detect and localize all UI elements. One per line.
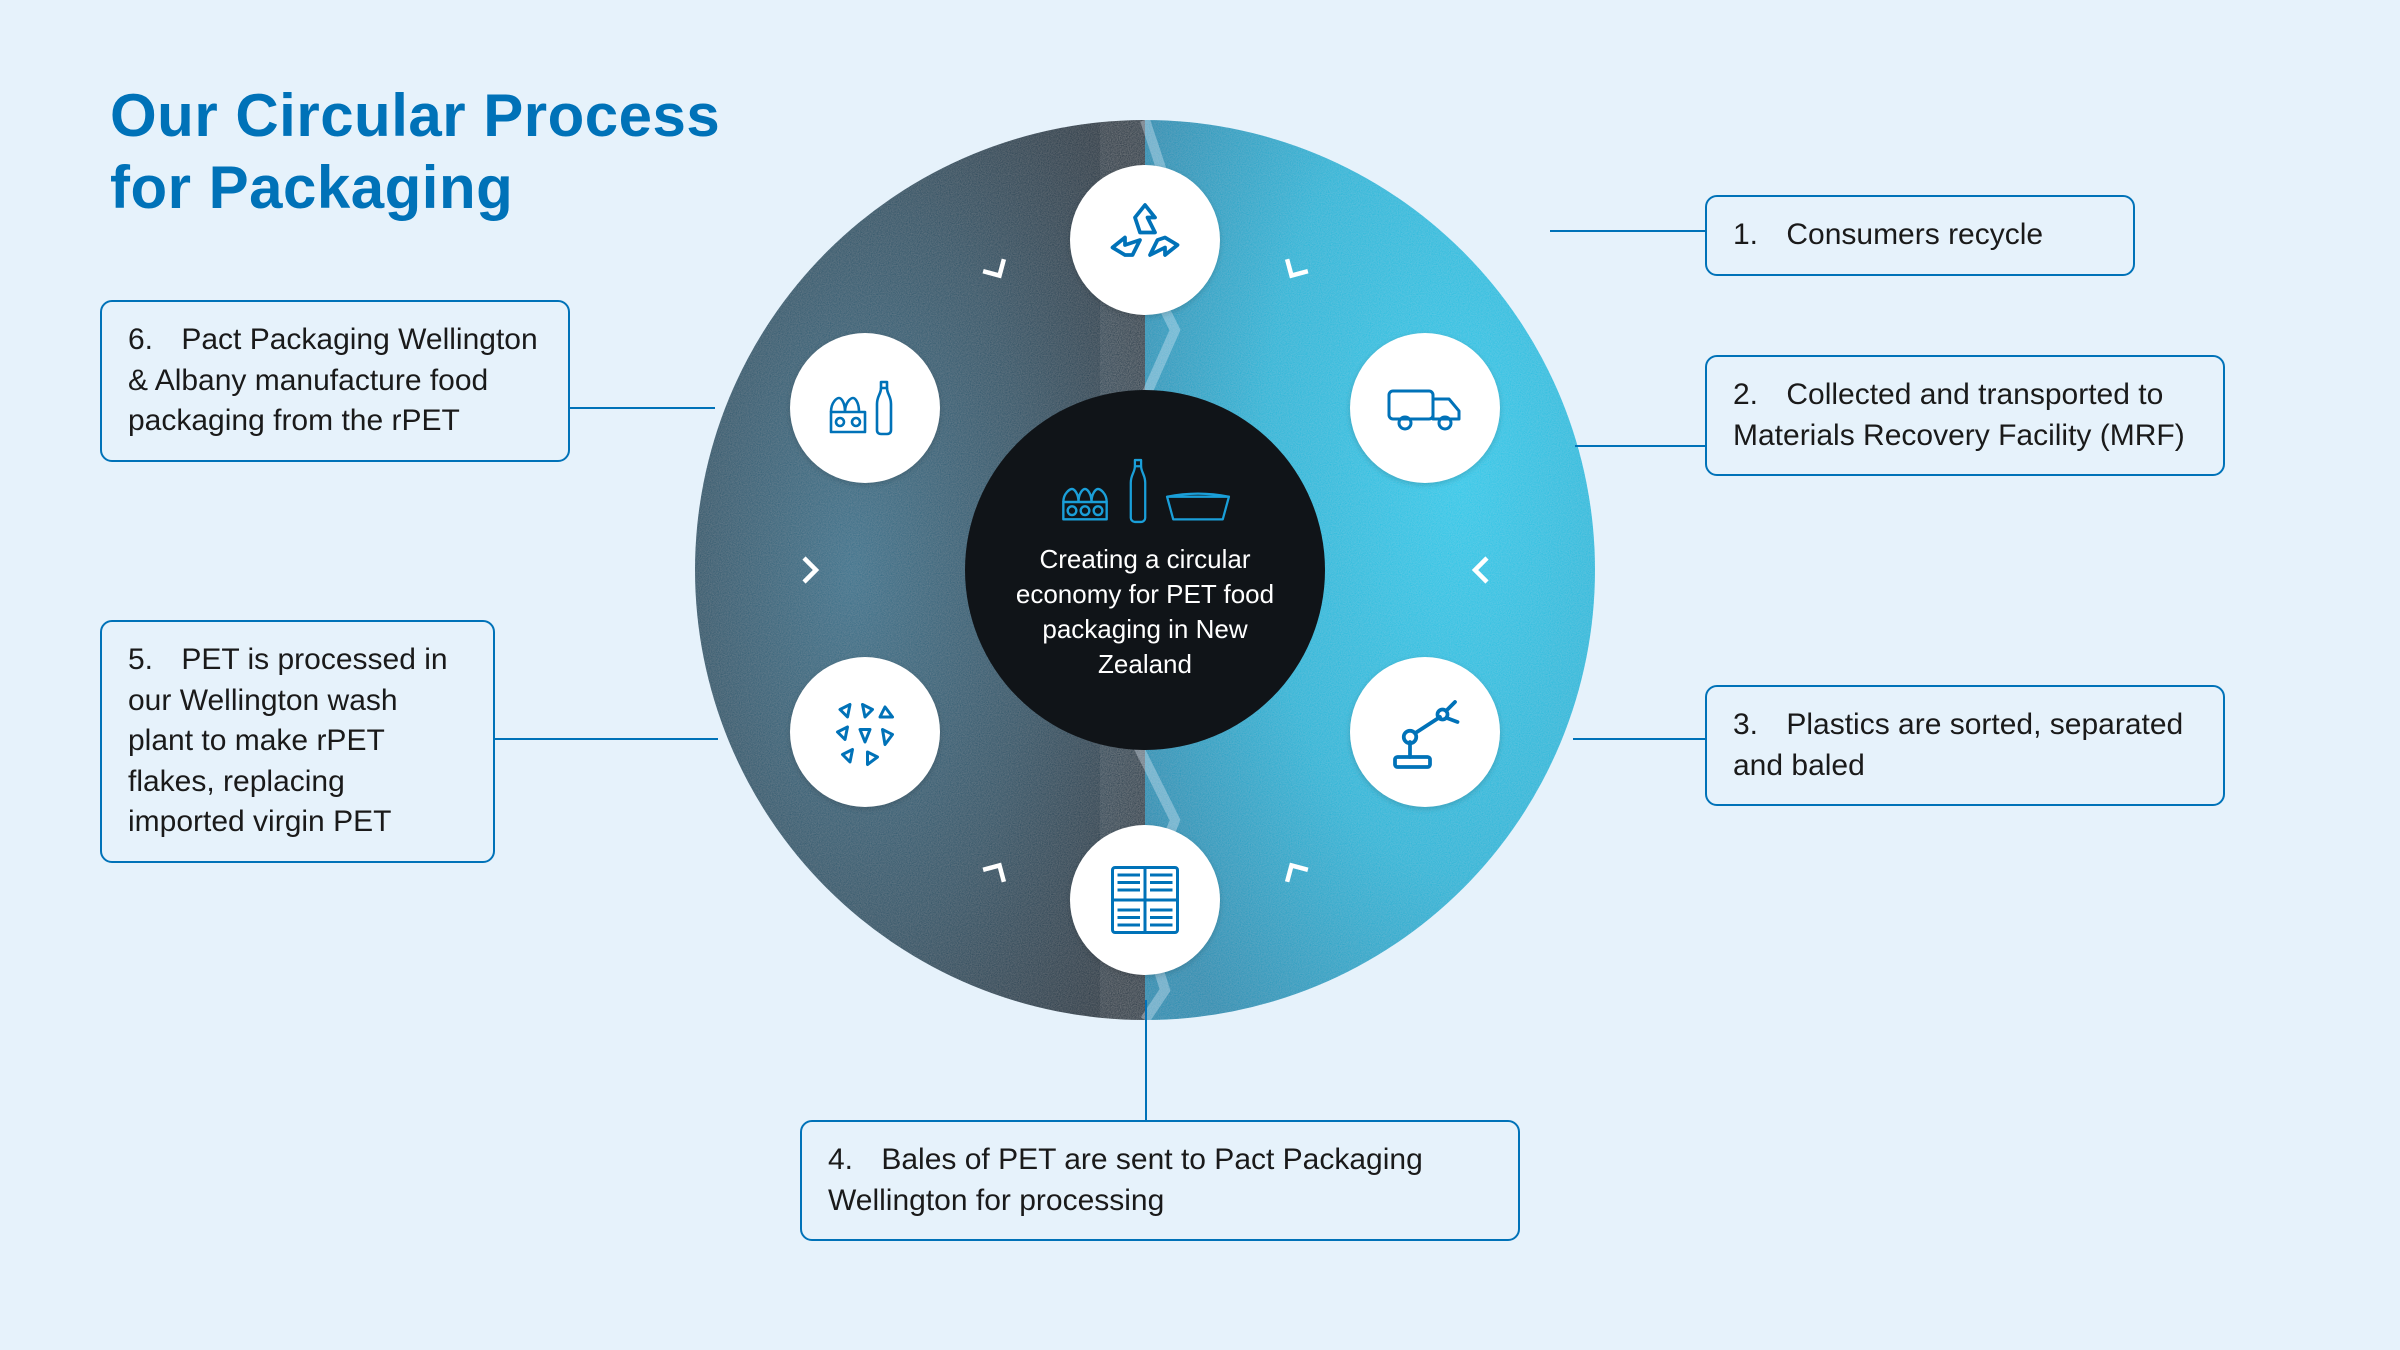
callout-5-text: PET is processed in our Wellington wash … <box>128 643 448 838</box>
conn-5 <box>493 738 718 740</box>
node-truck <box>1350 333 1500 483</box>
egg-carton-icon <box>1059 480 1111 524</box>
conn-3 <box>1573 738 1705 740</box>
node-flakes <box>790 657 940 807</box>
callout-1: 1. Consumers recycle <box>1705 195 2135 276</box>
title-line2: for Packaging <box>110 154 513 221</box>
callout-2-num: 2. <box>1733 375 1778 416</box>
callout-2-text: Collected and transported to Materials R… <box>1733 378 2185 452</box>
center-text: Creating a circular economy for PET food… <box>995 542 1295 682</box>
robot-arm-icon <box>1385 692 1465 772</box>
packaging-icon <box>825 368 905 448</box>
chevron-2-3 <box>1460 552 1496 588</box>
circular-wheel: Creating a circular economy for PET food… <box>695 120 1595 1020</box>
flakes-icon <box>825 692 905 772</box>
center-disc: Creating a circular economy for PET food… <box>965 390 1325 750</box>
title-line1: Our Circular Process <box>110 82 720 149</box>
callout-4: 4. Bales of PET are sent to Pact Packagi… <box>800 1120 1520 1241</box>
callout-5: 5. PET is processed in our Wellington wa… <box>100 620 495 863</box>
callout-3: 3. Plastics are sorted, separated and ba… <box>1705 685 2225 806</box>
node-bales <box>1070 825 1220 975</box>
callout-6-text: Pact Packaging Wellington & Albany manuf… <box>128 323 538 437</box>
conn-4 <box>1145 1000 1147 1120</box>
callout-4-num: 4. <box>828 1140 873 1181</box>
callout-6-num: 6. <box>128 320 173 361</box>
callout-5-num: 5. <box>128 640 173 681</box>
chevron-5-6 <box>795 552 831 588</box>
conn-1 <box>1550 230 1705 232</box>
callout-4-text: Bales of PET are sent to Pact Packaging … <box>828 1143 1423 1217</box>
node-robot-arm <box>1350 657 1500 807</box>
callout-6: 6. Pact Packaging Wellington & Albany ma… <box>100 300 570 462</box>
callout-1-num: 1. <box>1733 215 1778 256</box>
truck-icon <box>1385 368 1465 448</box>
conn-2 <box>1575 445 1705 447</box>
callout-1-text: Consumers recycle <box>1786 218 2043 251</box>
conn-6 <box>570 407 715 409</box>
bales-icon <box>1105 860 1185 940</box>
bottle-icon <box>1125 458 1151 524</box>
page-title: Our Circular Process for Packaging <box>110 80 720 224</box>
node-recycle <box>1070 165 1220 315</box>
callout-2: 2. Collected and transported to Material… <box>1705 355 2225 476</box>
recycle-icon <box>1105 200 1185 280</box>
callout-3-num: 3. <box>1733 705 1778 746</box>
callout-3-text: Plastics are sorted, separated and baled <box>1733 708 2183 782</box>
tray-icon <box>1165 490 1231 524</box>
node-packaging <box>790 333 940 483</box>
center-icons <box>1059 458 1231 524</box>
